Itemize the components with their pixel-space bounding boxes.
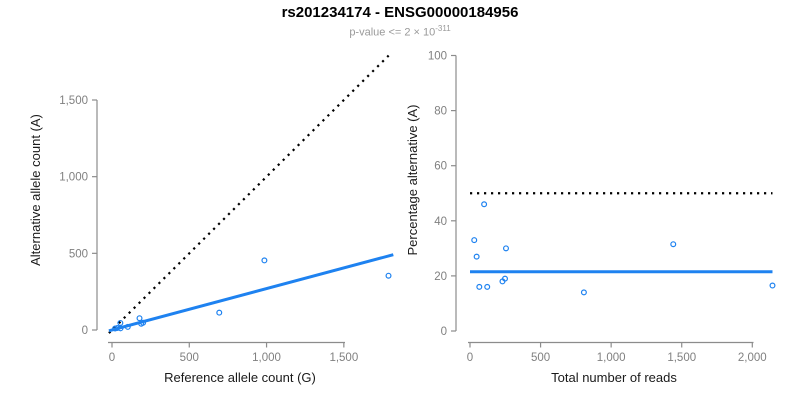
y-tick-label: 20 xyxy=(434,271,447,283)
y-axis-title: Percentage alternative (A) xyxy=(405,104,420,255)
x-tick-label: 2,000 xyxy=(738,352,767,364)
y-tick-label: 0 xyxy=(82,325,88,337)
data-point xyxy=(476,283,483,290)
y-axis-title: Alternative allele count (A) xyxy=(28,114,43,266)
identity-line xyxy=(108,54,390,334)
allele-count-plot: 0 500 1,000 1,500 0 500 1,000 1,500 Reference al… xyxy=(28,54,394,385)
data-point xyxy=(216,309,223,316)
data-point xyxy=(114,325,121,332)
x-axis-title: Reference allele count (G) xyxy=(164,370,316,385)
data-point xyxy=(580,289,587,296)
percentage-plot: 0 20 40 60 80 100 0 500 1,000 1,500 2,000 Total num… xyxy=(405,51,776,385)
x-tick-label: 500 xyxy=(180,352,199,364)
x-tick-label: 0 xyxy=(467,352,473,364)
data-point xyxy=(502,245,509,252)
data-point xyxy=(140,319,147,326)
x-tick-label: 0 xyxy=(109,352,115,364)
x-tick-label: 1,000 xyxy=(252,352,281,364)
x-tick-label: 1,000 xyxy=(597,352,626,364)
data-point xyxy=(117,319,124,326)
data-point xyxy=(471,237,478,244)
subtitle-exponent: -311 xyxy=(435,24,451,33)
y-tick-label: 1,000 xyxy=(59,172,88,184)
data-point xyxy=(385,272,392,279)
data-point xyxy=(124,323,131,330)
y-tick-label: 40 xyxy=(434,216,447,228)
data-point xyxy=(670,241,677,248)
data-point xyxy=(481,201,488,208)
x-axis-title: Total number of reads xyxy=(551,370,677,385)
figure-subtitle: p-value <= 2 × 10-311 xyxy=(0,24,800,39)
x-tick-label: 500 xyxy=(531,352,550,364)
y-tick-label: 80 xyxy=(434,106,447,118)
data-point xyxy=(502,275,509,282)
y-tick-label: 0 xyxy=(441,326,447,338)
data-point xyxy=(769,282,776,289)
data-point xyxy=(484,283,491,290)
y-tick-label: 1,500 xyxy=(59,95,88,107)
fit-line xyxy=(108,253,394,333)
data-point xyxy=(136,315,143,322)
data-point xyxy=(473,253,480,260)
data-point xyxy=(261,257,268,264)
x-tick-label: 1,500 xyxy=(329,352,358,364)
y-tick-label: 100 xyxy=(428,51,447,63)
figure-title: rs201234174 - ENSG00000184956 xyxy=(281,4,519,21)
y-tick-label: 500 xyxy=(69,248,88,260)
x-tick-label: 1,500 xyxy=(667,352,696,364)
subtitle-text: p-value <= 2 × 10 xyxy=(349,26,436,39)
y-tick-label: 60 xyxy=(434,161,447,173)
